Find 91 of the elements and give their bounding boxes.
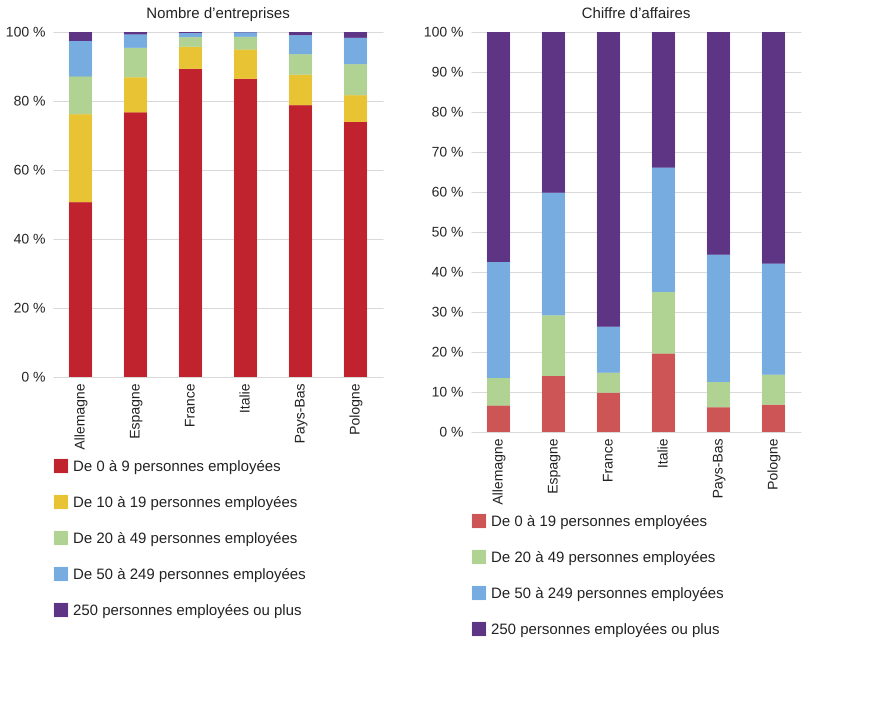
bar [706,32,730,255]
x-tick-label: France [600,438,616,482]
bar [652,168,676,292]
bar [288,105,312,377]
legend-label: De 50 à 249 personnes employées [491,585,724,602]
legend-label: De 20 à 49 personnes employées [491,549,716,566]
bar [288,54,312,75]
x-tick-label: Allemagne [72,383,88,450]
bar [288,74,312,106]
bar [486,262,510,378]
y-tick-label: 100 % [424,24,464,40]
legend-label: De 0 à 19 personnes employées [491,513,707,530]
x-tick-label: Italie [654,438,670,468]
bar [178,46,202,69]
y-tick-label: 0 % [439,424,464,440]
y-tick-label: 0 % [21,368,46,384]
x-tick-label: Allemagne [490,438,506,505]
bar [124,48,148,78]
bar [706,382,730,408]
legend-label: De 10 à 19 personnes employées [73,494,298,511]
chart-title: Nombre d’entreprises [146,5,290,22]
bar [762,264,786,375]
y-tick-label: 20 % [432,344,464,360]
bar [178,33,202,38]
bar [762,32,786,264]
x-tick-label: Pologne [764,438,780,490]
bar [486,378,510,406]
bar [762,374,786,405]
y-tick-label: 70 % [432,144,464,160]
y-tick-label: 30 % [432,304,464,320]
legend-label: De 20 à 49 personnes employées [73,530,298,547]
y-tick-label: 60 % [14,162,46,178]
y-tick-label: 100 % [6,24,46,40]
y-tick-label: 40 % [432,264,464,280]
bar [288,35,312,54]
bar [344,38,368,64]
legend-label: 250 personnes employées ou plus [73,602,302,619]
x-tick-label: Espagne [126,383,142,439]
bar [706,407,730,432]
bar [288,32,312,36]
bar [124,77,148,112]
bar [68,76,92,114]
bar [652,354,676,432]
bar [652,32,676,168]
y-tick-label: 80 % [432,104,464,120]
chart-title: Chiffre d’affaires [582,5,690,22]
y-tick-label: 40 % [14,230,46,246]
bar [542,32,566,193]
legend-label: 250 personnes employées ou plus [491,621,720,638]
bar [706,254,730,382]
bar [486,406,510,432]
bar [762,404,786,432]
bar [344,32,368,38]
bar [486,32,510,262]
bar [178,68,202,377]
bar [344,95,368,122]
y-tick-label: 50 % [432,224,464,240]
bar [234,36,258,50]
y-tick-label: 90 % [432,64,464,80]
bar [68,114,92,202]
x-tick-label: Italie [236,383,252,414]
bar [234,78,258,377]
bar [234,50,258,79]
bar [596,392,620,432]
y-tick-label: 10 % [432,384,464,400]
bar [542,376,566,432]
x-tick-label: France [182,383,198,428]
bar [124,112,148,377]
x-tick-label: Espagne [544,438,560,494]
bar [596,372,620,393]
bar [344,64,368,96]
legend-label: De 50 à 249 personnes employées [73,566,306,583]
bar [68,32,92,41]
bar [344,122,368,377]
bar [596,326,620,373]
bar [68,202,92,377]
legend-label: De 0 à 9 personnes employées [73,458,281,475]
y-tick-label: 80 % [14,92,46,108]
x-tick-label: Pays-Bas [710,438,726,498]
bar [542,192,566,316]
bar [234,32,258,37]
bar [68,40,92,77]
bar [178,37,202,47]
x-tick-label: Pays-Bas [292,384,308,444]
x-tick-label: Pologne [346,383,362,435]
bar [596,32,620,327]
y-tick-label: 60 % [432,184,464,200]
bar [124,34,148,48]
y-tick-label: 20 % [14,300,46,316]
bar [652,292,676,354]
bar [542,315,566,376]
